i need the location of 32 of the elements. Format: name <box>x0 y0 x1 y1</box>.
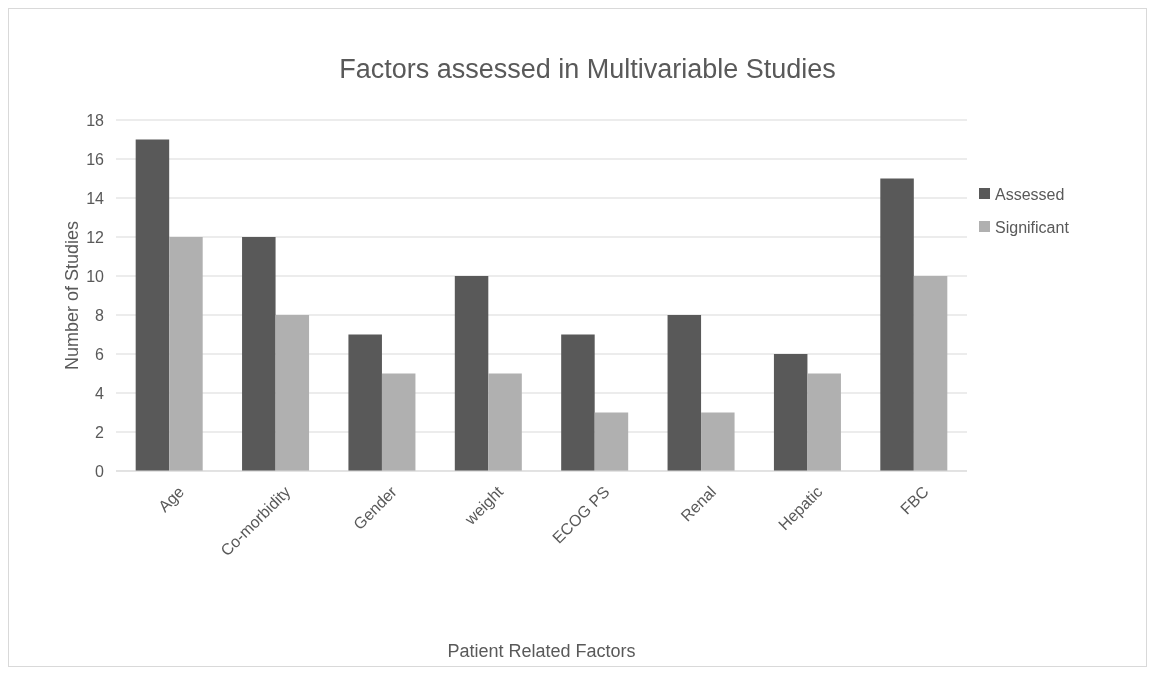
bar <box>913 276 948 471</box>
legend-label: Assessed <box>995 185 1065 203</box>
bar <box>488 373 522 471</box>
legend-label: Significant <box>995 218 1070 236</box>
chart-title: Factors assessed in Multivariable Studies <box>339 54 836 84</box>
bar <box>348 334 382 471</box>
bar <box>381 373 416 471</box>
bar <box>880 178 914 471</box>
x-tick-label: Age <box>155 482 188 516</box>
y-tick-label: 10 <box>86 267 105 285</box>
y-tick-label: 16 <box>86 150 105 168</box>
bar <box>275 315 310 471</box>
bar <box>135 139 170 471</box>
y-tick-label: 18 <box>86 111 105 129</box>
bar <box>701 412 735 471</box>
y-tick-label: 8 <box>95 306 105 324</box>
bar <box>454 276 489 471</box>
y-tick-label: 2 <box>95 423 105 441</box>
y-tick-label: 14 <box>86 189 105 207</box>
bar <box>169 237 203 471</box>
y-tick-label: 6 <box>95 345 105 363</box>
x-axis-title: Patient Related Factors <box>447 641 636 661</box>
y-tick-label: 12 <box>86 228 105 246</box>
y-tick-label: 0 <box>95 462 105 480</box>
bar <box>594 412 629 471</box>
bar <box>667 315 702 471</box>
y-tick-label: 4 <box>95 384 105 402</box>
bar <box>561 334 595 471</box>
bar <box>773 354 808 471</box>
bar <box>807 373 841 471</box>
y-axis-title: Number of Studies <box>62 220 82 371</box>
bar <box>242 237 276 471</box>
